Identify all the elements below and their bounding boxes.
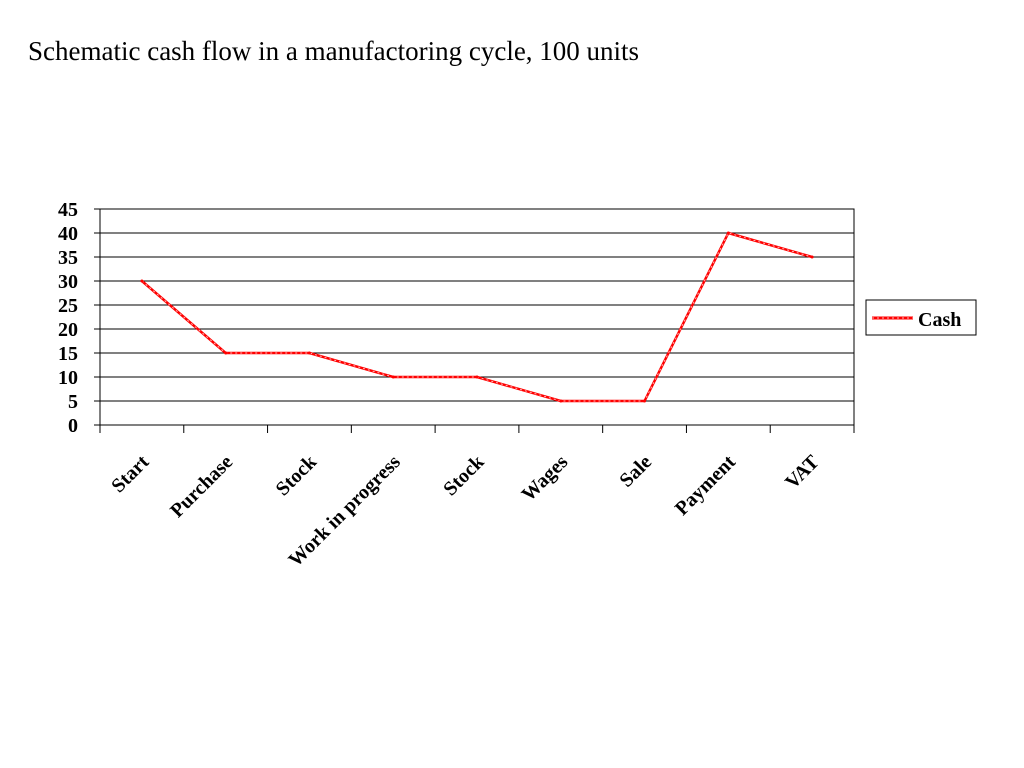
x-tick-label: Stock [439, 450, 489, 500]
x-tick-label: VAT [781, 451, 824, 494]
data-point [307, 351, 311, 355]
y-tick-label: 40 [58, 223, 78, 245]
x-tick-label: Stock [272, 450, 322, 500]
y-tick-label: 10 [58, 367, 78, 389]
y-tick-label: 45 [58, 199, 78, 221]
data-point [810, 255, 814, 259]
y-tick-label: 5 [68, 391, 78, 413]
x-tick-label: Start [107, 451, 153, 497]
data-point [559, 399, 563, 403]
x-tick-label: Wages [517, 451, 572, 506]
chart-title: Schematic cash flow in a manufactoring c… [28, 36, 640, 66]
y-tick-label: 25 [58, 295, 78, 317]
data-point [726, 231, 730, 235]
series-layer [140, 231, 814, 403]
x-tick-label: Sale [615, 451, 656, 492]
legend: Cash [865, 299, 977, 336]
data-point [643, 399, 647, 403]
y-tick-label: 35 [58, 247, 78, 269]
data-point [391, 375, 395, 379]
plot-frame [99, 208, 855, 426]
data-point [140, 279, 144, 283]
y-tick-label: 30 [58, 271, 78, 293]
y-tick-label: 15 [58, 343, 78, 365]
y-tick-label: 20 [58, 319, 78, 341]
x-tick-label: Payment [671, 451, 740, 520]
x-tick-label: Purchase [166, 451, 237, 522]
legend-label-cash: Cash [918, 309, 961, 331]
data-point [475, 375, 479, 379]
data-point [224, 351, 228, 355]
y-tick-label: 0 [68, 415, 78, 437]
